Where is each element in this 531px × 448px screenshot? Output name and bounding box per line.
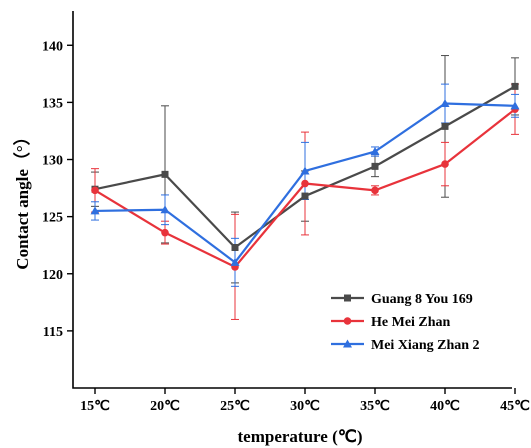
data-point-mei-xiang-zhan-2 <box>160 205 170 214</box>
series-markers <box>90 82 520 271</box>
error-bars <box>91 55 519 320</box>
legend-item-guang-8-you-169: Guang 8 You 169 <box>331 292 473 307</box>
x-tick-label: 40℃ <box>430 399 460 414</box>
data-point-mei-xiang-zhan-2 <box>230 257 240 266</box>
data-point-mei-xiang-zhan-2 <box>440 99 450 108</box>
y-tick-label: 130 <box>42 154 63 169</box>
y-tick-label: 135 <box>42 96 63 111</box>
y-axis-title: Contact angle（°） <box>12 128 32 269</box>
data-point-he-mei-zhan <box>161 228 169 237</box>
x-axis-ticks: 15℃ 20℃ 25℃ 30℃ 35℃ 40℃ 45℃ <box>80 388 530 414</box>
x-tick-label: 30℃ <box>290 399 320 414</box>
data-point-he-mei-zhan <box>301 179 309 188</box>
data-point-guang-8-you-169 <box>371 162 379 170</box>
legend-swatch-marker <box>343 339 352 348</box>
data-point-guang-8-you-169 <box>231 243 239 251</box>
axes-frame <box>72 11 512 389</box>
legend-label: Mei Xiang Zhan 2 <box>371 338 480 353</box>
y-tick-label: 120 <box>42 268 63 283</box>
data-point-he-mei-zhan <box>91 186 99 195</box>
y-tick-label: 115 <box>43 325 63 340</box>
legend-label: Guang 8 You 169 <box>371 292 473 307</box>
y-axis-ticks: 115 120 125 130 135 140 <box>42 39 73 340</box>
y-tick-label: 140 <box>42 39 63 54</box>
legend-item-mei-xiang-zhan-2: Mei Xiang Zhan 2 <box>331 338 480 353</box>
legend: Guang 8 You 169 He Mei Zhan Mei Xiang Zhan… <box>331 292 480 353</box>
x-tick-label: 20℃ <box>150 399 180 414</box>
data-point-mei-xiang-zhan-2 <box>90 206 100 215</box>
x-axis-title: temperature (℃) <box>238 427 363 446</box>
data-point-he-mei-zhan <box>371 186 379 195</box>
data-point-he-mei-zhan <box>441 160 449 168</box>
data-point-guang-8-you-169 <box>441 122 449 130</box>
legend-swatch-marker <box>343 317 352 325</box>
legend-label: He Mei Zhan <box>371 315 451 330</box>
data-point-mei-xiang-zhan-2 <box>300 166 310 175</box>
x-tick-label: 45℃ <box>500 399 530 414</box>
data-point-guang-8-you-169 <box>301 192 309 200</box>
data-point-mei-xiang-zhan-2 <box>510 101 520 110</box>
x-tick-label: 15℃ <box>80 399 110 414</box>
data-point-guang-8-you-169 <box>511 82 519 90</box>
data-point-mei-xiang-zhan-2 <box>370 147 380 156</box>
data-point-guang-8-you-169 <box>161 170 169 178</box>
legend-item-he-mei-zhan: He Mei Zhan <box>331 315 451 330</box>
x-tick-label: 25℃ <box>220 399 250 414</box>
legend-swatch-marker <box>344 294 351 302</box>
y-tick-label: 125 <box>42 211 63 226</box>
x-tick-label: 35℃ <box>360 399 390 414</box>
